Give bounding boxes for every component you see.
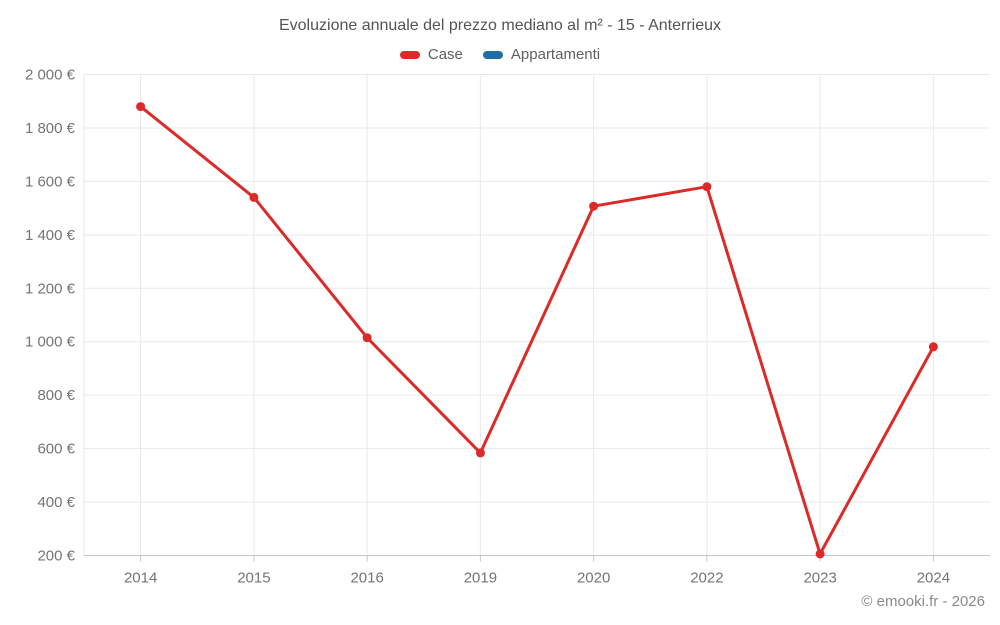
x-tick-label: 2016 [350,570,383,587]
data-point-case [362,333,372,343]
data-point-case [475,448,485,458]
legend-label-case: Case [427,46,463,63]
y-tick-label: 1 800 € [25,120,76,137]
legend-swatch-case-icon [399,50,420,59]
chart-legend: Case Appartamenti [0,46,1000,63]
y-tick-label: 200 € [37,548,75,565]
data-point-case [928,342,938,352]
data-point-case [702,182,712,192]
y-tick-label: 1 400 € [25,227,76,244]
x-tick-label: 2023 [803,570,836,587]
data-point-case [589,201,599,211]
x-tick-label: 2019 [464,570,497,587]
data-point-case [815,549,825,559]
data-point-case [136,102,146,112]
y-tick-label: 600 € [37,441,75,458]
series-line-case [139,105,935,556]
x-tick-label: 2022 [690,570,723,587]
legend-swatch-appartamenti-icon [482,50,503,59]
legend-item-appartamenti[interactable]: Appartamenti [482,46,601,63]
y-tick-label: 2 000 € [25,67,76,84]
copyright-credit: © emooki.fr - 2026 [861,593,985,610]
x-tick-label: 2014 [124,570,157,587]
data-point-case [249,192,259,202]
y-tick-label: 1 600 € [25,173,76,190]
y-tick-label: 1 000 € [25,334,76,351]
x-tick-label: 2024 [917,570,950,587]
chart-title: Evoluzione annuale del prezzo mediano al… [278,17,722,34]
legend-item-case[interactable]: Case [399,46,463,63]
x-tick-label: 2015 [237,570,270,587]
legend-label-appartamenti: Appartamenti [510,46,601,63]
y-tick-label: 1 200 € [25,280,76,297]
x-tick-label: 2020 [577,570,610,587]
y-tick-label: 800 € [37,387,75,404]
y-tick-label: 400 € [37,494,75,511]
